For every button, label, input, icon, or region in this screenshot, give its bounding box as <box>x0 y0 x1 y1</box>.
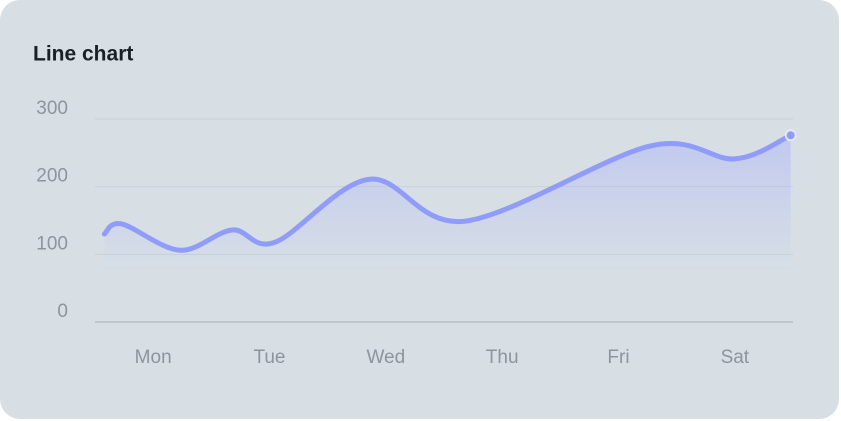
y-tick-label: 200 <box>36 166 68 187</box>
line <box>101 132 794 253</box>
chart-title: Line chart <box>33 43 133 66</box>
x-tick-label: Mon <box>135 347 172 368</box>
y-tick-label: 100 <box>36 233 68 254</box>
x-tick-label: Wed <box>366 347 405 368</box>
x-tick-label: Thu <box>486 347 519 368</box>
y-tick-label: 0 <box>57 301 68 322</box>
x-tick-label: Tue <box>253 347 285 368</box>
area-fill <box>104 135 791 272</box>
x-tick-label: Sat <box>721 347 750 368</box>
y-tick-label: 300 <box>36 98 68 119</box>
end-point <box>784 129 797 142</box>
x-tick-label: Fri <box>607 347 629 368</box>
